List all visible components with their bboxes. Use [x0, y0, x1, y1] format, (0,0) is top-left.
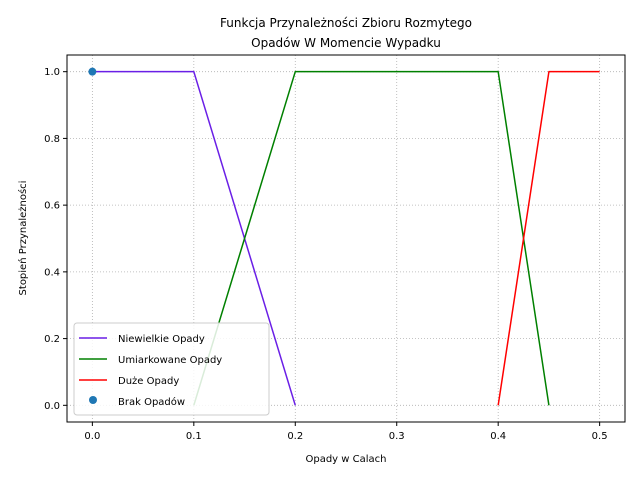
y-tick-label: 0.4 — [44, 267, 60, 278]
legend-label-umiarkowane: Umiarkowane Opady — [118, 355, 222, 366]
scatter-point-brak-opadow — [88, 67, 97, 76]
legend-label-niewielkie: Niewielkie Opady — [118, 334, 205, 345]
x-tick-label: 0.2 — [287, 431, 303, 442]
series-line-duze-opady — [497, 70, 600, 406]
legend-label-brak: Brak Opadów — [118, 396, 185, 408]
plot-area-frame — [66, 54, 626, 423]
y-tick-label: 1.0 — [44, 67, 60, 78]
x-tick-label: 0.0 — [84, 431, 100, 442]
series-line-niewielkie-opady — [92, 70, 296, 406]
y-tick-label: 0.6 — [44, 201, 60, 212]
legend-handle-brak — [89, 396, 97, 404]
legend: Niewielkie Opady Umiarkowane Opady Duże … — [73, 322, 270, 416]
x-tick-label: 0.3 — [389, 431, 405, 442]
x-tick-label: 0.4 — [490, 431, 506, 442]
ticks: 0.0 0.1 0.2 0.3 0.4 0.5 0.0 0.2 0.4 0.6 0.8 1.0 — [44, 67, 607, 442]
y-axis-label: Stopień Przynależności — [17, 181, 29, 296]
chart-title-line-1: Funkcja Przynależności Zbioru Rozmytego — [220, 16, 472, 30]
x-tick-label: 0.5 — [592, 431, 608, 442]
chart-title-line-2: Opadów W Momencie Wypadku — [251, 36, 441, 50]
series-layer — [88, 67, 600, 406]
x-tick-label: 0.1 — [186, 431, 202, 442]
legend-box — [73, 322, 270, 416]
legend-label-duze: Duże Opady — [118, 376, 179, 387]
y-tick-label: 0.0 — [44, 401, 60, 412]
y-tick-label: 0.2 — [44, 334, 60, 345]
y-tick-label: 0.8 — [44, 134, 60, 145]
x-axis-label: Opady w Calach — [305, 454, 386, 465]
